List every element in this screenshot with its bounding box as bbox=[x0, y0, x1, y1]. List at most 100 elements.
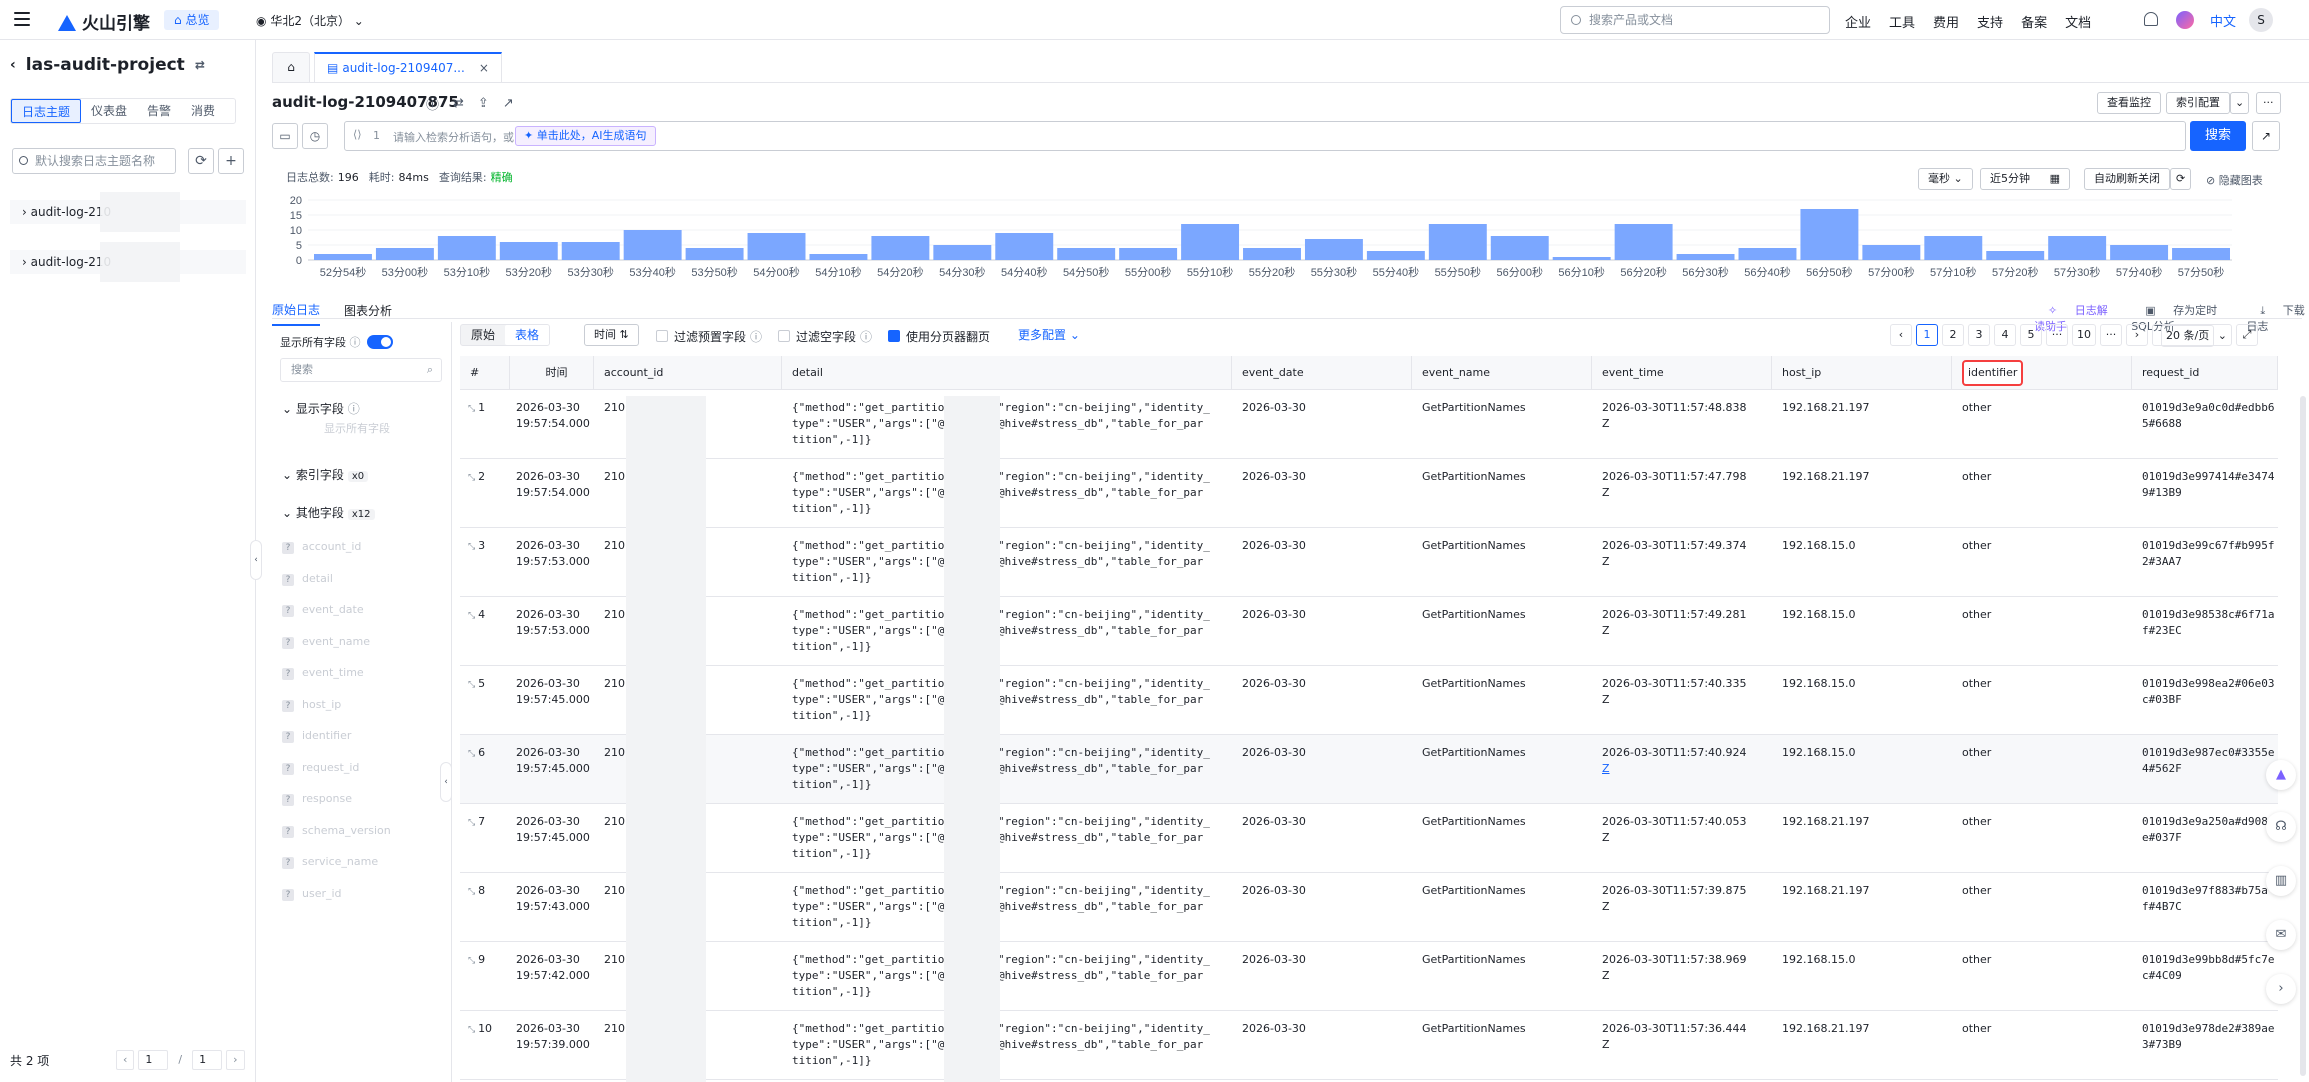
bar[interactable] bbox=[1119, 248, 1178, 260]
toggle-switch[interactable] bbox=[366, 335, 393, 349]
ai-generate-button[interactable]: ✦ 单击此处，AI生成语句 bbox=[515, 126, 656, 146]
mode-table[interactable]: 表格 bbox=[505, 325, 550, 345]
checkbox[interactable] bbox=[656, 330, 668, 342]
section-other-fields[interactable]: ⌄ 其他字段 x12 bbox=[282, 504, 375, 521]
menu-tools[interactable]: 工具 bbox=[1889, 16, 1916, 31]
page-2[interactable]: 2 bbox=[1942, 324, 1964, 346]
column-header-event-date[interactable]: event_date bbox=[1232, 356, 1412, 390]
field-item[interactable]: ? host_ip bbox=[282, 698, 341, 712]
expand-row-icon[interactable]: ⤡ bbox=[468, 680, 479, 690]
table-row[interactable]: ⤡ 10 2026-03-30 19:57:39.000 210 {"method":"… bbox=[460, 1011, 2278, 1080]
bar[interactable] bbox=[933, 245, 992, 260]
expand-row-icon[interactable]: ⤡ bbox=[468, 473, 479, 483]
bar[interactable] bbox=[1490, 236, 1549, 260]
auto-refresh-select[interactable]: 自动刷新关闭 bbox=[2084, 168, 2170, 190]
sidebar-item-topic[interactable]: › audit-log-210 bbox=[10, 242, 246, 282]
bar[interactable] bbox=[1738, 248, 1797, 260]
mode-raw[interactable]: 原始 bbox=[471, 328, 496, 342]
expand-row-icon[interactable]: ⤡ bbox=[468, 542, 479, 552]
column-header-event-time[interactable]: event_time bbox=[1592, 356, 1772, 390]
support-button[interactable]: ☊ bbox=[2266, 812, 2296, 842]
table-row[interactable]: ⤡ 9 2026-03-30 19:57:42.000 210 {"method":"g… bbox=[460, 942, 2278, 1011]
bar[interactable] bbox=[871, 236, 930, 260]
bar[interactable] bbox=[437, 236, 496, 260]
time-unit-select[interactable]: 毫秒 ⌄ bbox=[1918, 168, 1973, 190]
language-switch[interactable]: 中文 bbox=[2210, 15, 2237, 30]
tab-chart-analysis[interactable]: 图表分析 bbox=[344, 304, 393, 318]
sort-select[interactable]: 时间 ⇅ bbox=[584, 324, 639, 346]
page-size-select[interactable]: 20 条/页 ⌄ bbox=[2152, 324, 2232, 347]
bar[interactable] bbox=[623, 230, 682, 260]
column-header-detail[interactable]: detail bbox=[782, 356, 1232, 390]
bar[interactable] bbox=[747, 233, 806, 260]
column-header-account-id[interactable]: account_id bbox=[594, 356, 782, 390]
time-range-select[interactable]: 近5分钟 ▦ bbox=[1980, 168, 2070, 190]
field-search-input[interactable]: 搜索 ⌕ bbox=[280, 358, 442, 382]
refresh-button[interactable]: ⟳ bbox=[188, 148, 214, 174]
column-header-event-name[interactable]: event_name bbox=[1412, 356, 1592, 390]
bar[interactable] bbox=[375, 248, 434, 260]
field-item[interactable]: ? event_time bbox=[282, 666, 364, 680]
brand-logo[interactable]: 火山引擎 bbox=[58, 9, 150, 34]
ai-assistant-icon[interactable] bbox=[2176, 11, 2194, 29]
table-row[interactable]: ⤡ 4 2026-03-30 19:57:53.000 210 {"method":"g… bbox=[460, 597, 2278, 666]
menu-icp[interactable]: 备案 bbox=[2021, 16, 2048, 31]
page-input[interactable]: 1 bbox=[138, 1050, 169, 1070]
next-page-button[interactable]: › bbox=[2126, 324, 2148, 346]
field-item[interactable]: ? user_id bbox=[282, 887, 342, 901]
vertical-scrollbar[interactable] bbox=[2300, 396, 2306, 1076]
bar[interactable] bbox=[2172, 248, 2230, 260]
column-header-host-ip[interactable]: host_ip bbox=[1772, 356, 1952, 390]
column-header-time[interactable]: 时间 bbox=[510, 356, 594, 390]
folder-button[interactable]: ▭ bbox=[272, 123, 298, 149]
topic-search-input[interactable]: 默认搜索日志主题名称 bbox=[12, 148, 176, 174]
menu-docs[interactable]: 文档 bbox=[2065, 16, 2092, 31]
expand-row-icon[interactable]: ⤡ bbox=[468, 611, 479, 621]
global-search-input[interactable]: 搜索产品或文档 bbox=[1560, 6, 1830, 34]
close-icon[interactable]: × bbox=[478, 61, 489, 75]
column-header-request-id[interactable]: request_id bbox=[2132, 356, 2278, 390]
more-button[interactable]: ··· bbox=[2256, 92, 2281, 114]
field-item[interactable]: ? response bbox=[282, 792, 352, 806]
page-5[interactable]: 5 bbox=[2020, 324, 2042, 346]
checkbox-checked[interactable] bbox=[888, 330, 900, 342]
section-index-fields[interactable]: ⌄ 索引字段 x0 bbox=[282, 466, 369, 483]
bar[interactable] bbox=[1181, 224, 1240, 260]
table-row[interactable]: ⤡ 6 2026-03-30 19:57:45.000 210 {"method":"g… bbox=[460, 735, 2278, 804]
bar[interactable] bbox=[995, 233, 1054, 260]
tab-raw-logs[interactable]: 原始日志 bbox=[272, 301, 321, 326]
bar[interactable] bbox=[1676, 254, 1735, 260]
table-row[interactable]: ⤡ 3 2026-03-30 19:57:53.000 210 {"method":"g… bbox=[460, 528, 2278, 597]
share-icon[interactable]: ⇪ bbox=[477, 96, 489, 111]
prev-page-button[interactable]: ‹ bbox=[1890, 324, 1912, 346]
back-icon[interactable]: ‹ bbox=[10, 57, 16, 73]
field-item[interactable]: ? account_id bbox=[282, 540, 361, 554]
tab-audit-log[interactable]: ▤ audit-log-2109407... × bbox=[314, 52, 502, 82]
field-item[interactable]: ? event_date bbox=[282, 603, 364, 617]
tab-consume[interactable]: 消费 bbox=[191, 104, 216, 118]
bar[interactable] bbox=[1366, 251, 1425, 260]
bar[interactable] bbox=[499, 242, 558, 260]
tab-alerts[interactable]: 告警 bbox=[147, 104, 172, 118]
sidebar-collapse-button[interactable]: ‹ bbox=[250, 540, 262, 580]
hide-chart-button[interactable]: ⊘ 隐藏图表 bbox=[2206, 174, 2263, 187]
bar[interactable] bbox=[685, 248, 744, 260]
overview-button[interactable]: ⌂ 总览 bbox=[164, 10, 220, 30]
expand-row-icon[interactable]: ⤡ bbox=[468, 818, 479, 828]
bar[interactable] bbox=[1552, 257, 1611, 260]
bar[interactable] bbox=[1057, 248, 1116, 260]
expand-row-icon[interactable]: ⤡ bbox=[468, 404, 479, 414]
tab-dashboards[interactable]: 仪表盘 bbox=[91, 104, 128, 118]
table-row[interactable]: ⤡ 2 2026-03-30 19:57:54.000 210 {"method":"g… bbox=[460, 459, 2278, 528]
bar[interactable] bbox=[1924, 236, 1983, 260]
prev-page-button[interactable]: ‹ bbox=[116, 1050, 135, 1070]
table-row[interactable]: ⤡ 1 2026-03-30 19:57:54.000 210 {"method":"g… bbox=[460, 390, 2278, 459]
bar[interactable] bbox=[1428, 224, 1487, 260]
docs-button[interactable]: ▥ bbox=[2266, 866, 2296, 896]
log-assistant-link[interactable]: ✧ 日志解读助手 bbox=[2034, 304, 2108, 333]
field-item[interactable]: ? schema_version bbox=[282, 824, 391, 838]
switch-icon[interactable]: ⇄ bbox=[194, 58, 205, 72]
menu-enterprise[interactable]: 企业 bbox=[1845, 16, 1872, 31]
menu-billing[interactable]: 费用 bbox=[1933, 16, 1960, 31]
expand-button[interactable]: › bbox=[2266, 974, 2296, 1004]
